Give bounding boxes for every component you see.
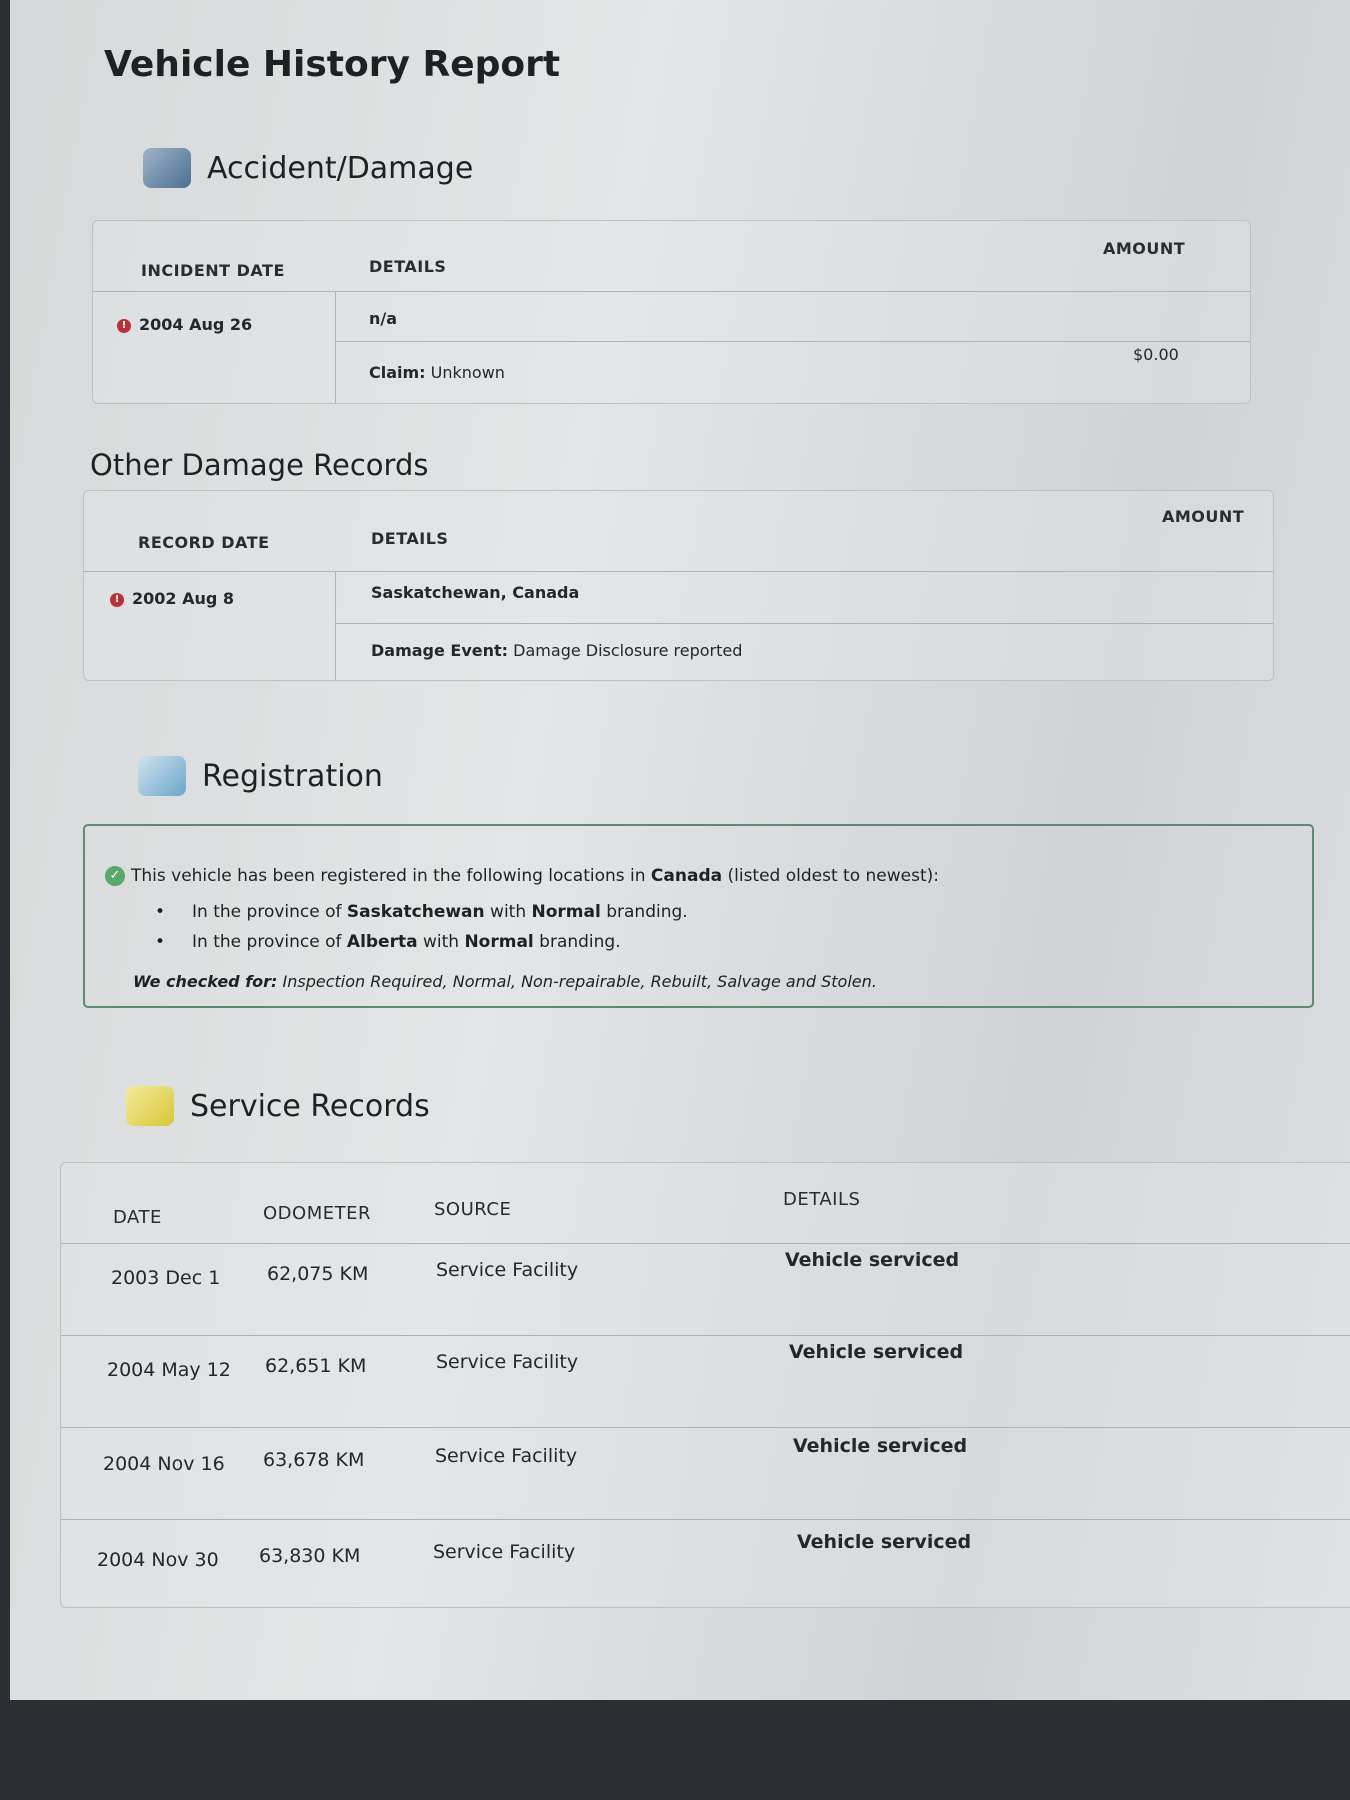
registration-section-heading: Registration	[138, 756, 383, 796]
col-record-date: RECORD DATE	[138, 533, 270, 552]
col-incident-date: INCIDENT DATE	[141, 261, 285, 280]
check-icon: ✓	[105, 866, 125, 886]
accident-section-heading: Accident/Damage	[143, 148, 473, 188]
service-heading: Service Records	[190, 1088, 430, 1124]
registration-heading: Registration	[202, 758, 383, 794]
alert-icon: !	[117, 318, 131, 333]
registration-box: ✓ This vehicle has been registered in the…	[83, 824, 1314, 1008]
report-page: Vehicle History Report Accident/Damage I…	[10, 0, 1350, 1700]
tow-truck-icon	[143, 148, 191, 188]
col-date: DATE	[113, 1207, 162, 1228]
accident-heading: Accident/Damage	[207, 150, 474, 186]
col-source: SOURCE	[434, 1199, 512, 1220]
col-odometer: ODOMETER	[263, 1203, 371, 1224]
incident-date: ! 2004 Aug 26	[117, 315, 252, 334]
service-table: DATE ODOMETER SOURCE DETAILS 2003 Dec 1 …	[60, 1162, 1350, 1608]
registration-card-icon	[138, 756, 186, 796]
record-location: Saskatchewan, Canada	[371, 583, 580, 602]
col-details: DETAILS	[371, 529, 449, 548]
incident-claim: Claim: Unknown	[369, 363, 505, 382]
record-event: Damage Event: Damage Disclosure reported	[371, 641, 743, 660]
registration-item: • In the province of Saskatchewan with N…	[155, 902, 688, 922]
registration-intro: ✓ This vehicle has been registered in the…	[105, 866, 939, 886]
incident-details: n/a	[369, 309, 398, 328]
registration-item: • In the province of Alberta with Normal…	[155, 932, 621, 952]
col-details: DETAILS	[369, 257, 447, 276]
col-details: DETAILS	[783, 1189, 861, 1210]
service-wrench-icon	[126, 1086, 174, 1126]
incident-amount: $0.00	[1133, 345, 1179, 364]
registration-checked: We checked for: Inspection Required, Nor…	[133, 972, 877, 991]
alert-icon: !	[110, 592, 124, 607]
other-damage-heading: Other Damage Records	[90, 448, 429, 482]
service-section-heading: Service Records	[126, 1086, 430, 1126]
accident-table: INCIDENT DATE DETAILS AMOUNT ! 2004 Aug 2…	[92, 220, 1251, 404]
col-amount: AMOUNT	[1103, 239, 1186, 258]
col-amount: AMOUNT	[1162, 507, 1245, 526]
page-title: Vehicle History Report	[104, 44, 561, 85]
record-date: ! 2002 Aug 8	[110, 589, 234, 608]
other-damage-table: RECORD DATE DETAILS AMOUNT ! 2002 Aug 8 S…	[83, 490, 1274, 681]
